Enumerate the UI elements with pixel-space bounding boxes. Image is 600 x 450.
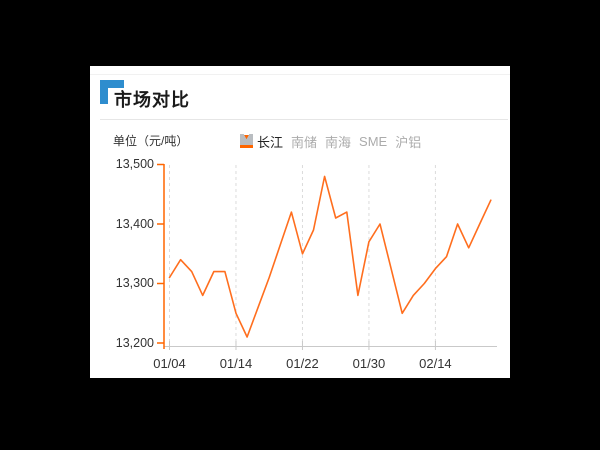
legend-item-label: 南储 [291, 135, 318, 150]
page-title: 市场对比 [114, 90, 190, 110]
mini-chart-icon [240, 134, 253, 145]
legend-item-hulv[interactable]: 沪铝 [240, 132, 422, 151]
y-axis-tick-label: 13,300 [115, 276, 154, 290]
legend-item-label: SME [359, 134, 388, 149]
panel-top-border [90, 74, 510, 75]
y-axis-tick-label: 13,500 [115, 157, 154, 171]
unit-label: 单位（元/吨） [113, 134, 189, 148]
y-axis-tick-label: 13,200 [115, 335, 154, 350]
price-line-chart: 13,500 13,400 13,300 13,200 01/04 01/14 … [90, 157, 510, 378]
x-axis-tick-label: 01/22 [286, 356, 319, 371]
market-comparison-widget: 市场对比 单位（元/吨） 长江 南储 南海 SME 沪铝 [90, 66, 510, 378]
x-axis-tick-label: 01/04 [153, 356, 186, 371]
legend-item-nanchu[interactable]: 南储 [240, 132, 318, 151]
legend-item-label: 长江 [257, 135, 284, 150]
x-axis-tick-label: 01/14 [219, 356, 253, 371]
x-axis-tick-label: 02/14 [419, 356, 452, 371]
y-axis-tick-label: 13,400 [115, 216, 154, 231]
legend-item-label: 沪铝 [395, 135, 422, 150]
legend-item-nanhai[interactable]: 南海 [240, 132, 352, 151]
legend: 长江 南储 南海 SME 沪铝 [240, 132, 421, 151]
header-divider [100, 119, 508, 120]
plot-area [157, 163, 497, 350]
x-axis-tick-label: 01/30 [352, 356, 386, 371]
legend-item-label: 南海 [325, 135, 352, 150]
legend-item-sme[interactable]: SME [240, 134, 388, 149]
series-line-changjiang [168, 175, 492, 338]
corner-accent-icon [100, 80, 124, 104]
